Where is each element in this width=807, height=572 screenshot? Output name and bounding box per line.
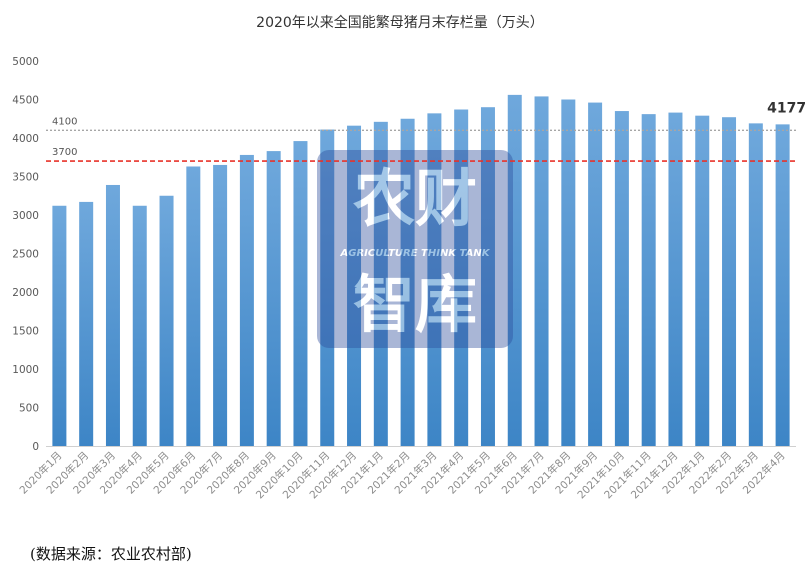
bar (775, 124, 790, 446)
bar (400, 118, 415, 446)
data-labels: 4177 (767, 100, 806, 116)
bar (373, 121, 388, 446)
bar (79, 201, 94, 446)
bar (641, 114, 656, 446)
bar (427, 113, 442, 447)
reference-lines: 4100 3700 (46, 116, 796, 162)
reference-line-label: 3700 (52, 147, 77, 158)
reference-line-label: 4100 (52, 116, 77, 127)
bar (507, 94, 522, 446)
bar (239, 154, 254, 446)
y-tick-label: 2500 (12, 249, 39, 261)
y-tick-label: 3000 (12, 210, 39, 222)
data-label: 4177 (767, 100, 806, 116)
bar (159, 195, 174, 446)
bar (213, 164, 228, 446)
bar (52, 205, 67, 446)
y-tick-label: 500 (19, 403, 39, 415)
watermark-line2: 智库 (353, 268, 477, 341)
bar (534, 96, 549, 447)
watermark-line1: 农财 (353, 162, 477, 235)
y-tick-label: 3500 (12, 172, 39, 184)
watermark-logo: 农财 AGRICULTURE THINK TANK 智库 (317, 150, 513, 348)
y-tick-label: 0 (32, 441, 39, 453)
bar (132, 205, 147, 446)
y-axis: 0 500 1000 1500 2000 2500 3000 3500 4000 4500 5000 (12, 56, 796, 453)
watermark-background (317, 150, 513, 348)
bar (480, 107, 495, 446)
bar (266, 151, 281, 446)
y-tick-label: 4000 (12, 133, 39, 145)
bar (186, 166, 201, 447)
y-tick-label: 5000 (12, 56, 39, 68)
source-note: (数据来源：农业农村部) (30, 545, 192, 563)
bar (722, 117, 737, 447)
y-tick-label: 2000 (12, 287, 39, 299)
y-tick-label: 1000 (12, 364, 39, 376)
bar (293, 141, 308, 446)
bar (105, 184, 120, 446)
bar-series (52, 94, 790, 447)
x-axis: 2020年1月2020年2月2020年3月2020年4月2020年5月2020年… (17, 449, 788, 501)
bar (668, 112, 683, 446)
bar (320, 129, 335, 446)
bar-chart: 2020年以来全国能繁母猪月末存栏量（万头） 0 500 1000 1500 2000 2… (12, 14, 806, 501)
bar (748, 123, 763, 447)
y-tick-label: 1500 (12, 326, 39, 338)
bar (561, 99, 576, 446)
chart-title: 2020年以来全国能繁母猪月末存栏量（万头） (256, 14, 544, 31)
bar (695, 115, 710, 447)
y-tick-label: 4500 (12, 95, 39, 107)
bar (454, 109, 469, 446)
bar (588, 102, 603, 446)
watermark-tagline: AGRICULTURE THINK TANK (340, 248, 491, 259)
bar (347, 125, 362, 447)
bar (614, 111, 629, 447)
